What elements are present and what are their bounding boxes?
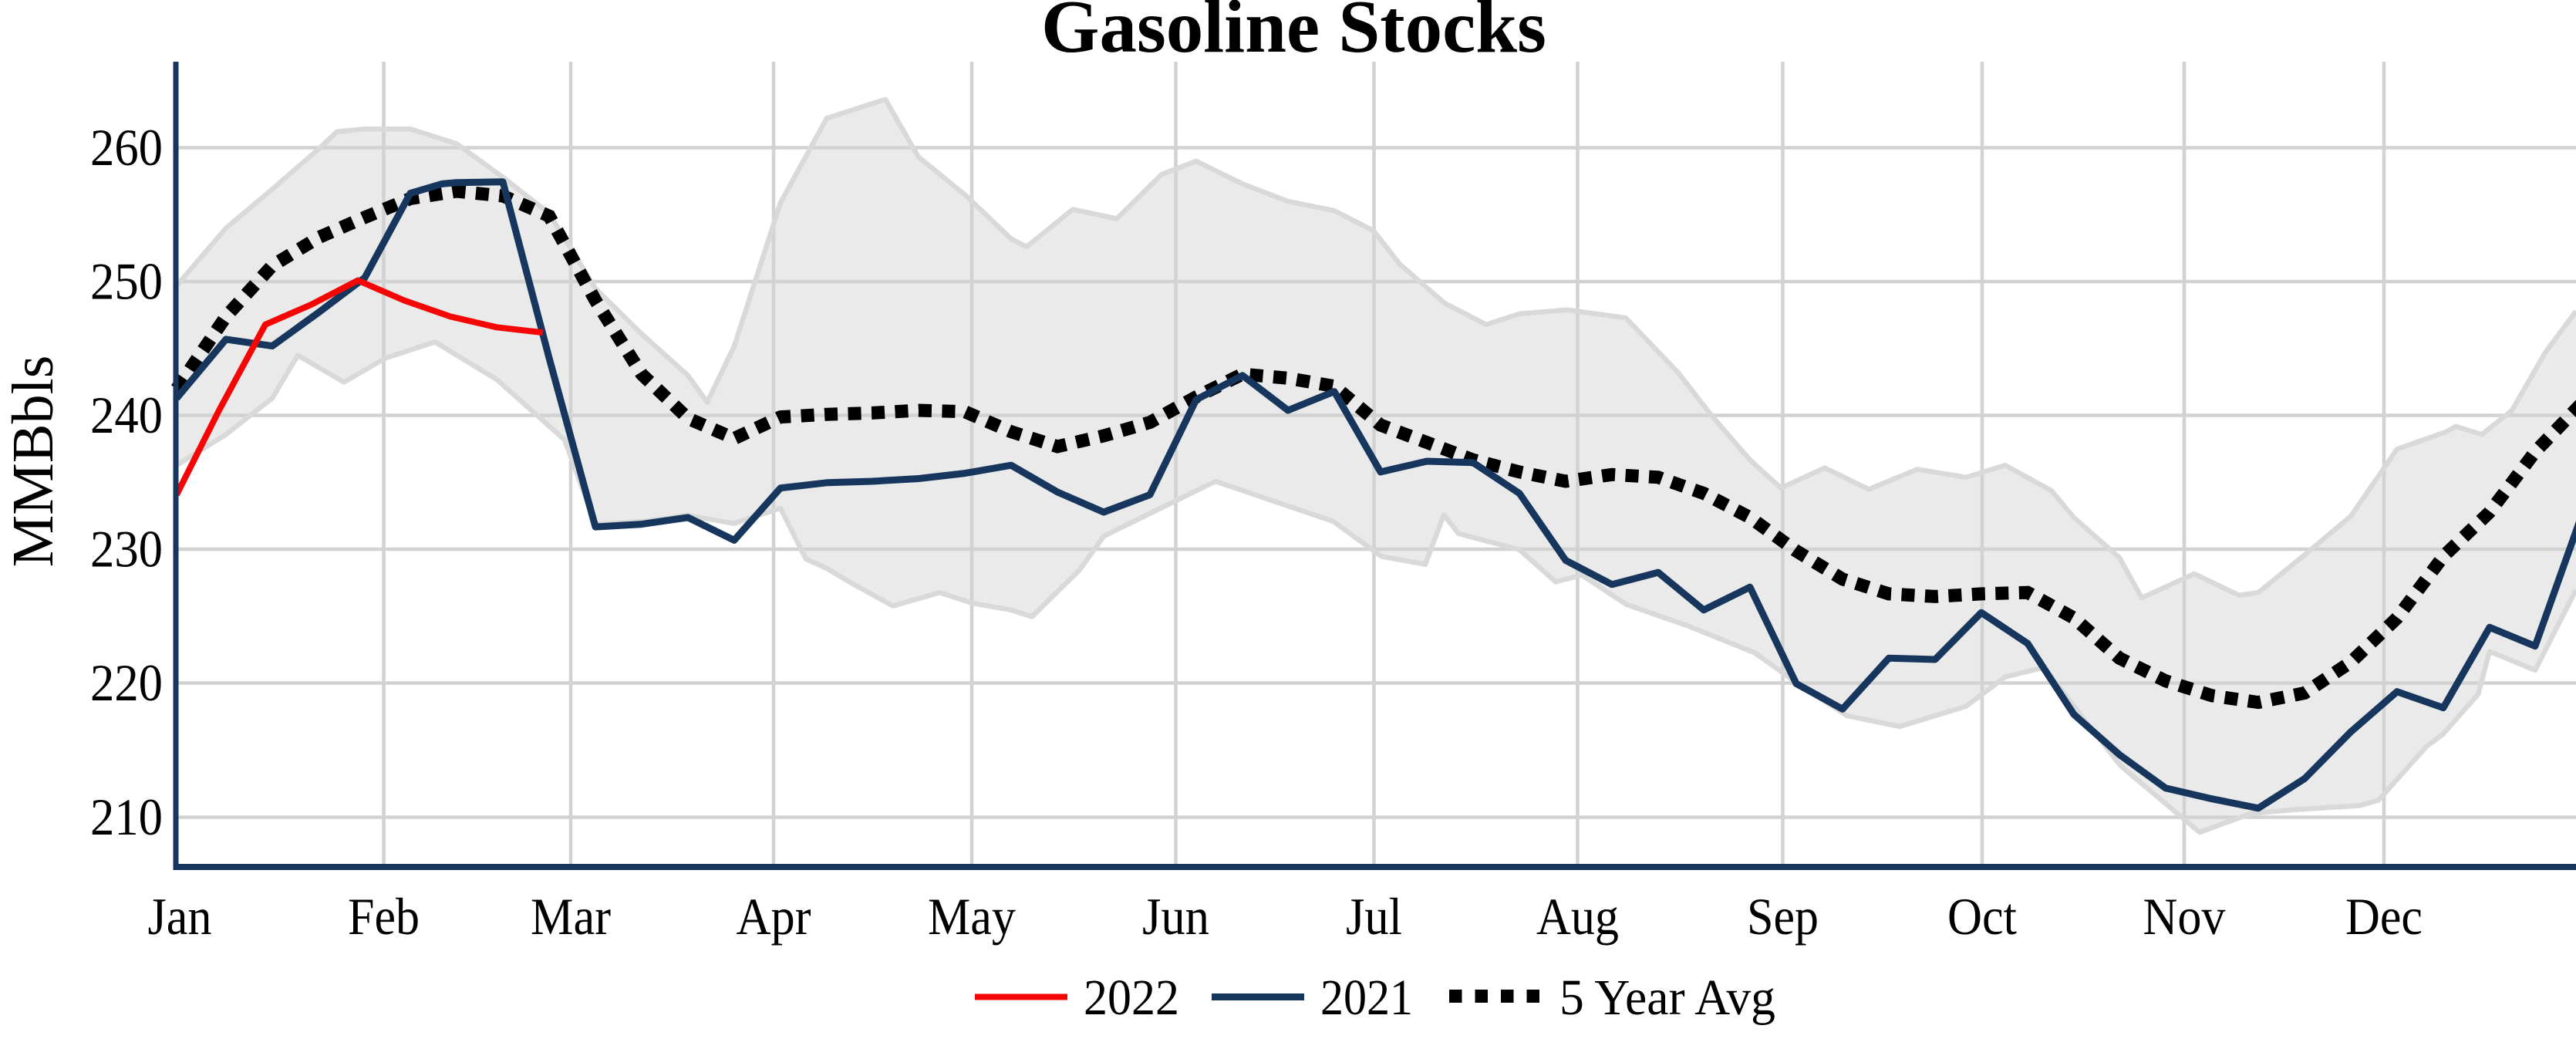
svg-text:Nov: Nov bbox=[2143, 887, 2226, 946]
svg-text:Apr: Apr bbox=[737, 887, 811, 946]
svg-text:260: 260 bbox=[90, 118, 163, 177]
svg-text:Jun: Jun bbox=[1142, 887, 1209, 946]
svg-text:240: 240 bbox=[90, 386, 163, 444]
svg-text:Jul: Jul bbox=[1346, 887, 1402, 946]
svg-text:2021: 2021 bbox=[1320, 970, 1413, 1026]
svg-text:2022: 2022 bbox=[1084, 970, 1179, 1026]
svg-text:Sep: Sep bbox=[1747, 887, 1819, 946]
svg-text:Jan: Jan bbox=[148, 887, 212, 946]
svg-text:5 Year Avg: 5 Year Avg bbox=[1559, 970, 1775, 1026]
svg-text:250: 250 bbox=[90, 252, 163, 311]
svg-text:Oct: Oct bbox=[1947, 887, 2017, 946]
svg-text:210: 210 bbox=[90, 788, 163, 846]
svg-text:Gasoline Stocks: Gasoline Stocks bbox=[1041, 0, 1546, 68]
svg-text:Mar: Mar bbox=[531, 887, 611, 946]
svg-text:MMBbls: MMBbls bbox=[1, 356, 66, 568]
svg-text:Dec: Dec bbox=[2345, 887, 2423, 946]
svg-text:May: May bbox=[928, 887, 1016, 946]
svg-text:220: 220 bbox=[90, 653, 163, 712]
svg-text:Aug: Aug bbox=[1536, 887, 1619, 946]
svg-text:230: 230 bbox=[90, 520, 163, 578]
svg-text:Feb: Feb bbox=[348, 887, 420, 946]
